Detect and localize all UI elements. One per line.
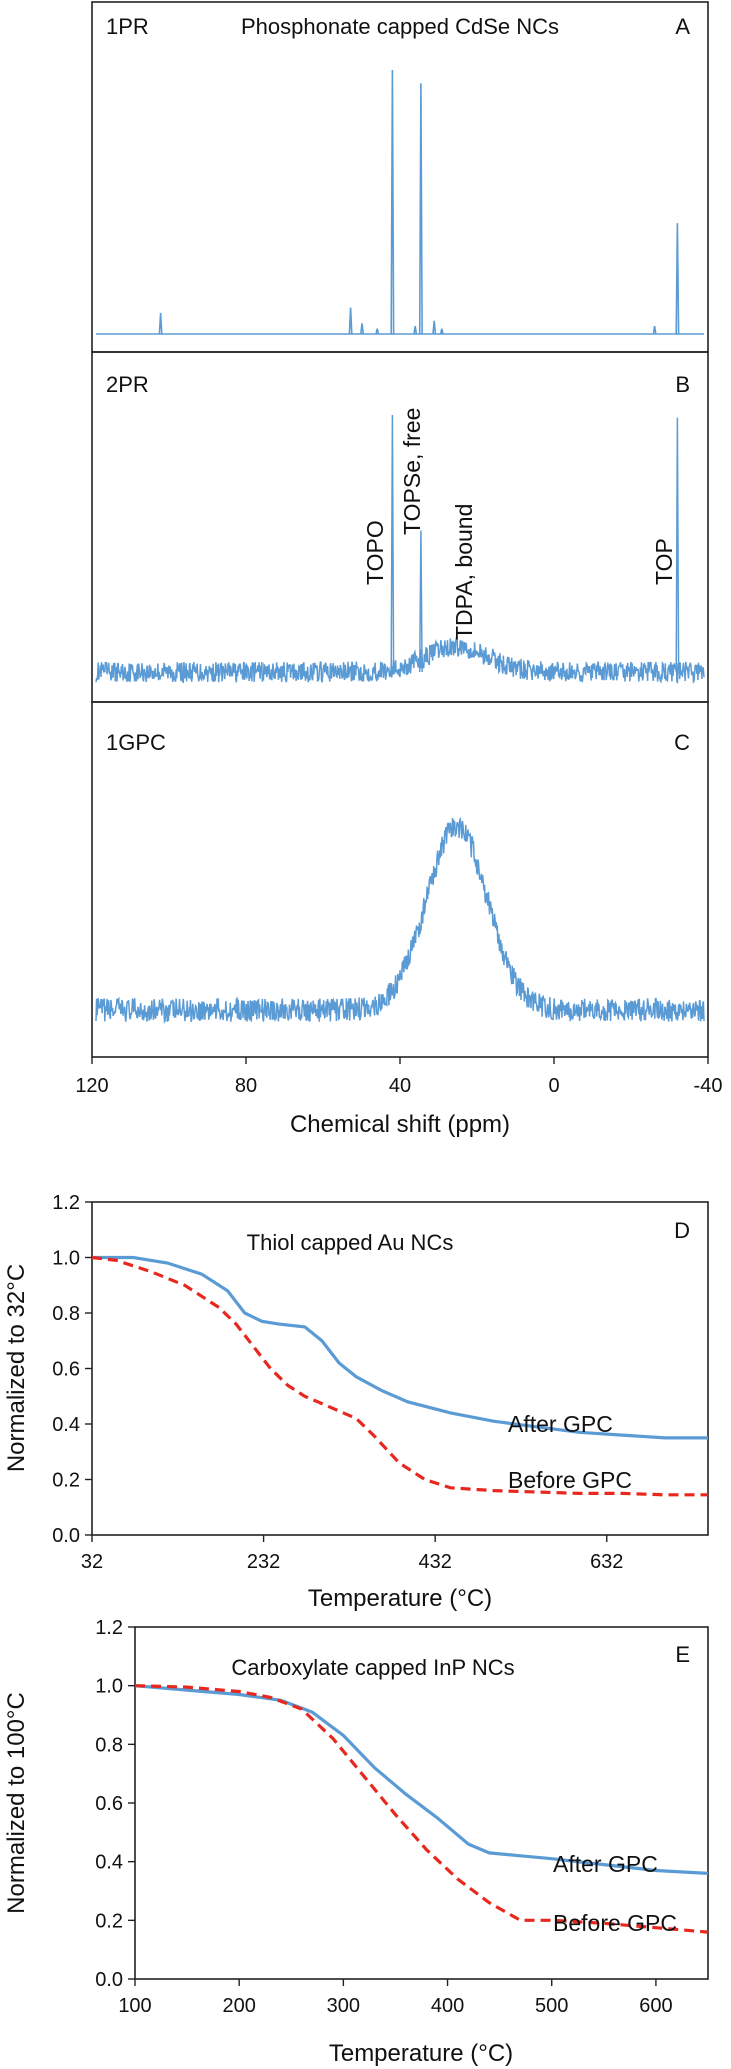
x-tick-label: 432: [418, 1551, 451, 1573]
panel-b: 2PR B TOPO TOPSe, free TDPA, bound TOP: [91, 351, 709, 703]
x-tick-label: 80: [235, 1075, 257, 1097]
annotation-topse-free: TOPSe, free: [399, 408, 425, 535]
panel-d-x-axis-title: Temperature (°C): [308, 1585, 492, 1612]
x-tick-label: 400: [431, 1995, 464, 2017]
x-tick-label: 300: [327, 1995, 360, 2017]
y-tick-label: 0.0: [95, 1969, 123, 1991]
y-tick-label: 0.2: [52, 1470, 80, 1492]
panel-e-ticks: 100 200 300 400 500 600 0.0 0.2 0.4 0.6 0.8 1.0 1.2: [95, 1617, 672, 2017]
panel-a: 1PR Phosphonate capped CdSe NCs A: [91, 1, 709, 353]
panel-d-y-axis-title: Normalized to 32°C: [3, 1264, 30, 1472]
annotation-top: TOP: [651, 538, 677, 585]
panel-e-letter: E: [675, 1642, 690, 1667]
panel-b-letter: B: [675, 372, 690, 397]
panel-c-x-ticks: 120 80 40 0 -40: [75, 1057, 722, 1097]
y-tick-label: 0.6: [52, 1359, 80, 1381]
panel-d-before-gpc-line: [91, 1255, 708, 1497]
x-tick-label: 500: [535, 1995, 568, 2017]
x-tick-label: 100: [118, 1995, 151, 2017]
y-tick-label: 0.4: [95, 1852, 123, 1874]
panel-d-title: Thiol capped Au NCs: [247, 1230, 454, 1255]
panel-a-frame: [91, 1, 709, 353]
panel-a-sample-label: 1PR: [106, 14, 149, 39]
panel-e-y-axis-title: Normalized to 100°C: [3, 1692, 30, 1914]
y-tick-label: 1.0: [52, 1248, 80, 1270]
y-tick-label: 1.2: [52, 1192, 80, 1214]
panel-d-after-gpc-label: After GPC: [508, 1411, 613, 1437]
panel-c-spectrum-line: [95, 816, 705, 1024]
x-tick-label: 32: [81, 1551, 103, 1573]
y-tick-label: 0.6: [95, 1793, 123, 1815]
x-tick-label: -40: [694, 1075, 723, 1097]
x-tick-label: 600: [639, 1995, 672, 2017]
panel-d-ticks: 32 232 432 632 0.0 0.2 0.4 0.6 0.8 1.0 1.2: [52, 1192, 623, 1573]
panel-e-before-gpc-line: [134, 1684, 709, 1934]
y-tick-label: 1.2: [95, 1617, 123, 1639]
annotation-topo: TOPO: [362, 520, 388, 585]
annotation-tdpa-bound: TDPA, bound: [451, 504, 477, 640]
x-tick-label: 40: [389, 1075, 411, 1097]
panel-e-after-gpc-line: [134, 1684, 709, 1875]
y-tick-label: 0.8: [95, 1734, 123, 1756]
y-tick-label: 0.2: [95, 1910, 123, 1932]
panel-c: 1GPC C 120 80 40 0 -40 Chemical shift (ppm): [75, 701, 722, 1138]
panel-e-before-gpc-label: Before GPC: [553, 1910, 677, 1936]
panel-a-title: Phosphonate capped CdSe NCs: [241, 14, 559, 39]
y-tick-label: 0.4: [52, 1414, 80, 1436]
x-tick-label: 632: [590, 1551, 623, 1573]
panel-c-letter: C: [674, 730, 690, 755]
x-tick-label: 232: [247, 1551, 280, 1573]
panel-d: Thiol capped Au NCs D 32 232 432 632 0.0 0.2 0…: [3, 1192, 709, 1612]
panel-b-spectrum-line: [95, 414, 705, 684]
panel-e-title: Carboxylate capped InP NCs: [231, 1655, 514, 1680]
panel-e: Carboxylate capped InP NCs E 100 200 300 40…: [3, 1617, 709, 2067]
y-tick-label: 1.0: [95, 1676, 123, 1698]
y-tick-label: 0.8: [52, 1303, 80, 1325]
x-tick-label: 0: [548, 1075, 559, 1097]
panel-c-x-axis-title: Chemical shift (ppm): [290, 1111, 510, 1138]
x-tick-label: 120: [75, 1075, 108, 1097]
panel-a-spectrum-line: [96, 69, 704, 335]
panel-a-letter: A: [675, 14, 690, 39]
panel-e-x-axis-title: Temperature (°C): [329, 2040, 513, 2067]
panel-c-sample-label: 1GPC: [106, 730, 166, 755]
panel-d-after-gpc-line: [92, 1255, 708, 1440]
panel-b-sample-label: 2PR: [106, 372, 149, 397]
y-tick-label: 0.0: [52, 1525, 80, 1547]
panel-e-after-gpc-label: After GPC: [553, 1851, 658, 1877]
x-tick-label: 200: [222, 1995, 255, 2017]
panel-d-letter: D: [674, 1218, 690, 1243]
panel-d-before-gpc-label: Before GPC: [508, 1467, 632, 1493]
